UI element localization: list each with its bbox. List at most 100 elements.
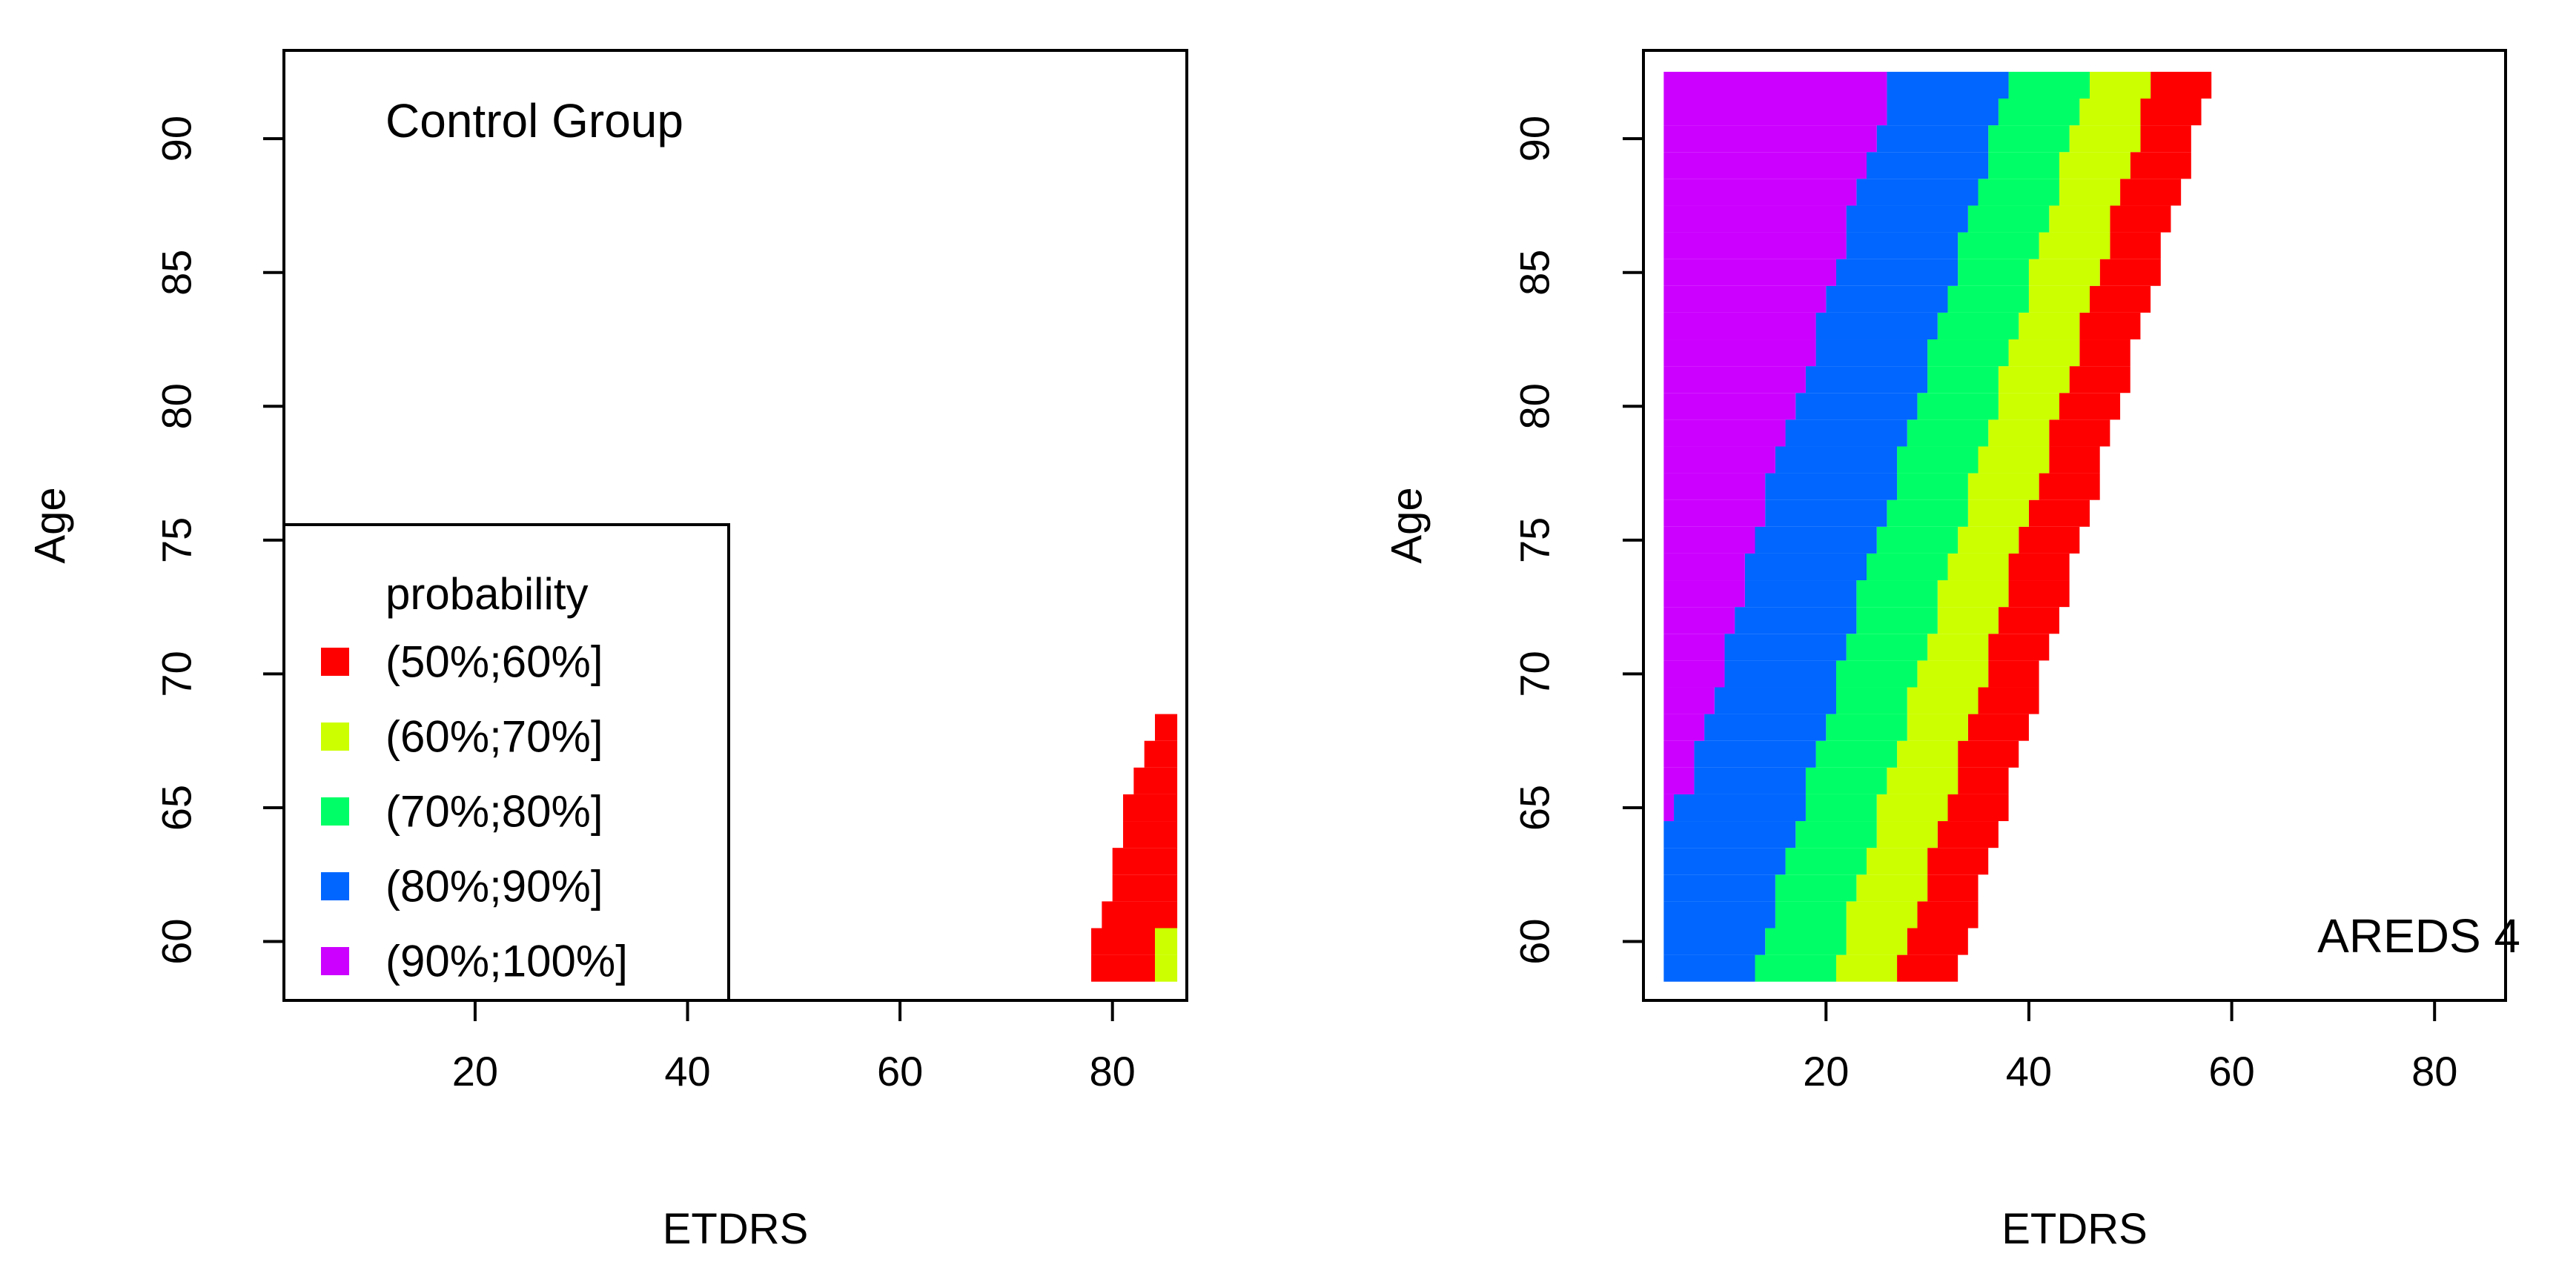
heatmap-cell-age-82-bin-4	[1663, 339, 1816, 367]
heatmap-cell-age-91-bin-1	[2079, 99, 2141, 126]
x-tick-label: 60	[877, 1048, 923, 1095]
heatmap-cell-age-59-bin-2	[1755, 954, 1836, 982]
heatmap-cell-age-70-bin-4	[1663, 660, 1725, 688]
heatmap-cell-age-68-bin-3	[1704, 714, 1827, 741]
heatmap-cell-age-59-bin-1	[1155, 954, 1178, 982]
panel-label: Control Group	[385, 94, 683, 147]
heatmap-cell-age-73-bin-2	[1856, 580, 1938, 608]
heatmap-cell-age-74-bin-3	[1744, 553, 1867, 581]
y-tick-label: 90	[153, 116, 200, 162]
heatmap-cell-age-63-bin-3	[1663, 848, 1786, 875]
heatmap-cell-age-83-bin-0	[2079, 312, 2141, 340]
heatmap-cell-age-74-bin-2	[1867, 553, 1948, 581]
heatmap-cell-age-80-bin-3	[1795, 393, 1918, 420]
heatmap-cell-age-71-bin-4	[1663, 634, 1725, 661]
heatmap-cell-age-80-bin-1	[1998, 393, 2059, 420]
legend-label: (60%;70%]	[385, 712, 603, 762]
heatmap-cell-age-92-bin-1	[2090, 71, 2151, 99]
heatmap-cell-age-87-bin-1	[2049, 205, 2110, 233]
heatmap-cell-age-89-bin-1	[2059, 152, 2130, 179]
heatmap-cell-age-65-bin-4	[1663, 794, 1675, 822]
heatmap-cell-age-83-bin-3	[1815, 312, 1938, 340]
heatmap-cell-age-83-bin-2	[1937, 312, 2019, 340]
heatmap-cell-age-70-bin-1	[1917, 660, 1989, 688]
heatmap-cell-age-92-bin-3	[1887, 71, 2009, 99]
heatmap-cell-age-91-bin-0	[2140, 99, 2202, 126]
heatmap-cell-age-71-bin-1	[1927, 634, 1989, 661]
heatmap-cell-age-77-bin-1	[1967, 473, 2039, 500]
heatmap-cell-age-66-bin-0	[1958, 767, 2009, 794]
heatmap-cell-age-84-bin-0	[2090, 285, 2151, 313]
legend-label: (50%;60%]	[385, 637, 603, 687]
heatmap-cell-age-91-bin-3	[1887, 99, 1999, 126]
heatmap-cell-age-82-bin-3	[1815, 339, 1928, 367]
heatmap-cell-age-81-bin-1	[1998, 366, 2070, 393]
y-tick-label: 65	[1512, 785, 1558, 831]
legend: probability (50%;60%] (60%;70%] (70%;80%] (8…	[282, 523, 730, 1002]
heatmap-cell-age-78-bin-4	[1663, 446, 1775, 474]
heatmap-cell-age-86-bin-0	[2110, 232, 2161, 259]
heatmap-cell-age-75-bin-0	[2019, 526, 2080, 554]
heatmap-cell-age-68-bin-2	[1826, 714, 1907, 741]
heatmap-cell-age-69-bin-4	[1663, 687, 1715, 714]
x-tick-label: 80	[2411, 1048, 2457, 1095]
heatmap-cell-age-87-bin-0	[2110, 205, 2171, 233]
heatmap-cell-age-90-bin-4	[1663, 125, 1877, 153]
heatmap-cell-age-62-bin-1	[1856, 874, 1928, 902]
heatmap-cell-age-72-bin-0	[1998, 607, 2059, 634]
heatmap-cell-age-64-bin-3	[1663, 821, 1796, 848]
heatmap-cell-age-59-bin-0	[1897, 954, 1959, 982]
y-tick-label: 60	[153, 918, 200, 964]
heatmap-cell-age-61-bin-1	[1846, 901, 1918, 929]
heatmap-cell-age-92-bin-4	[1663, 71, 1887, 99]
heatmap-cell-age-67-bin-0	[1958, 740, 2019, 768]
y-tick-label: 80	[153, 383, 200, 429]
heatmap-cell-age-63-bin-2	[1785, 848, 1867, 875]
legend-box	[282, 523, 730, 1002]
heatmap-cell-age-77-bin-2	[1897, 473, 1968, 500]
heatmap-cell-age-82-bin-2	[1927, 339, 2009, 367]
y-tick-label: 85	[153, 250, 200, 296]
heatmap-cell-age-85-bin-2	[1958, 259, 2029, 286]
heatmap-cell-age-62-bin-0	[1927, 874, 1979, 902]
heatmap-cell-age-81-bin-0	[2069, 366, 2130, 393]
heatmap-cell-age-72-bin-1	[1937, 607, 1999, 634]
heatmap-cell-age-69-bin-0	[1978, 687, 2039, 714]
heatmap-cell-age-90-bin-3	[1876, 125, 1989, 153]
heatmap-cell-age-72-bin-4	[1663, 607, 1735, 634]
heatmap-cell-age-80-bin-4	[1663, 393, 1796, 420]
heatmap-cell-age-88-bin-4	[1663, 179, 1857, 206]
x-tick-label: 20	[452, 1048, 498, 1095]
heatmap-cell-age-59-bin-0	[1091, 954, 1156, 982]
heatmap-cell-age-90-bin-1	[2069, 125, 2141, 153]
heatmap-cell-age-73-bin-3	[1744, 580, 1857, 608]
heatmap-cell-age-70-bin-2	[1835, 660, 1918, 688]
heatmap-cell-age-69-bin-2	[1835, 687, 1907, 714]
heatmap-cell-age-61-bin-3	[1663, 901, 1775, 929]
y-tick-label: 70	[1512, 651, 1558, 697]
heatmap-cell-age-76-bin-4	[1663, 499, 1766, 527]
heatmap-cell-age-78-bin-3	[1775, 446, 1898, 474]
heatmap-cell-age-85-bin-1	[2028, 259, 2100, 286]
heatmap-cell-age-66-bin-0	[1133, 767, 1178, 794]
heatmap-cell-age-80-bin-0	[2059, 393, 2121, 420]
heatmap-cell-age-69-bin-1	[1907, 687, 1979, 714]
x-tick-label: 20	[1803, 1048, 1849, 1095]
heatmap-cell-age-84-bin-3	[1826, 285, 1948, 313]
x-axis-title: ETDRS	[2001, 1205, 2148, 1253]
heatmap-cell-age-79-bin-3	[1785, 419, 1907, 447]
heatmap-cell-age-87-bin-2	[1967, 205, 2050, 233]
heatmap-cell-age-66-bin-4	[1663, 767, 1695, 794]
heatmap-cell-age-92-bin-0	[2150, 71, 2212, 99]
y-axis-title: Age	[27, 487, 75, 563]
areds-4-panel: 60 65 70 75 80 85 90 20 40 60 80 ETDRS Age AREDS 4	[1383, 49, 2520, 1253]
legend-swatch	[321, 723, 349, 751]
heatmap-cell-age-65-bin-1	[1876, 794, 1948, 822]
legend-label: (90%;100%]	[385, 937, 628, 986]
heatmap-cell-age-86-bin-3	[1846, 232, 1959, 259]
heatmap-cell-age-78-bin-1	[1978, 446, 2050, 474]
legend-swatch	[321, 872, 349, 900]
y-tick-label: 85	[1512, 250, 1558, 296]
heatmap-cell-age-84-bin-1	[2028, 285, 2090, 313]
